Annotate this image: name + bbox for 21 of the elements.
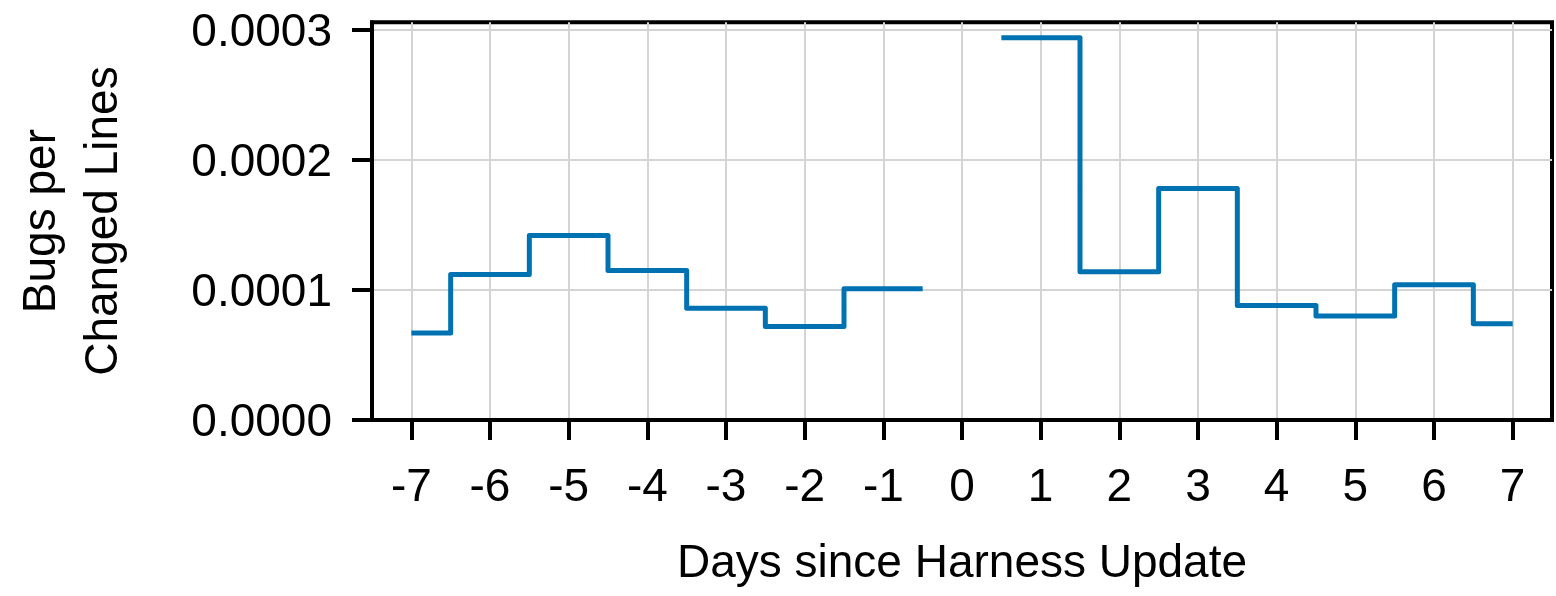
x-tick-label: 0 <box>949 459 975 511</box>
x-tick-label: -6 <box>469 459 511 511</box>
x-tick-label: -1 <box>862 459 904 511</box>
x-tick-label: -2 <box>784 459 826 511</box>
x-tick-label: 3 <box>1185 459 1211 511</box>
x-tick-label: -7 <box>390 459 432 511</box>
x-tick-label: 5 <box>1342 459 1369 511</box>
x-tick-label: -3 <box>705 459 747 511</box>
x-tick-label: -4 <box>626 459 668 511</box>
x-tick-label: 4 <box>1263 459 1290 511</box>
y-tick-label: 0.0000 <box>191 394 332 446</box>
y-tick-label: 0.0001 <box>191 264 332 316</box>
x-tick-label: 6 <box>1421 459 1447 511</box>
x-axis-title: Days since Harness Update <box>676 535 1248 587</box>
y-tick-label: 0.0003 <box>191 4 332 56</box>
y-axis-title: Bugs per Changed Lines <box>13 66 127 376</box>
x-tick-label: 2 <box>1106 459 1133 511</box>
y-tick-label: 0.0002 <box>191 134 332 186</box>
x-tick-label: 7 <box>1499 459 1526 511</box>
x-tick-label: -5 <box>548 459 590 511</box>
x-tick-label: 1 <box>1027 459 1054 511</box>
